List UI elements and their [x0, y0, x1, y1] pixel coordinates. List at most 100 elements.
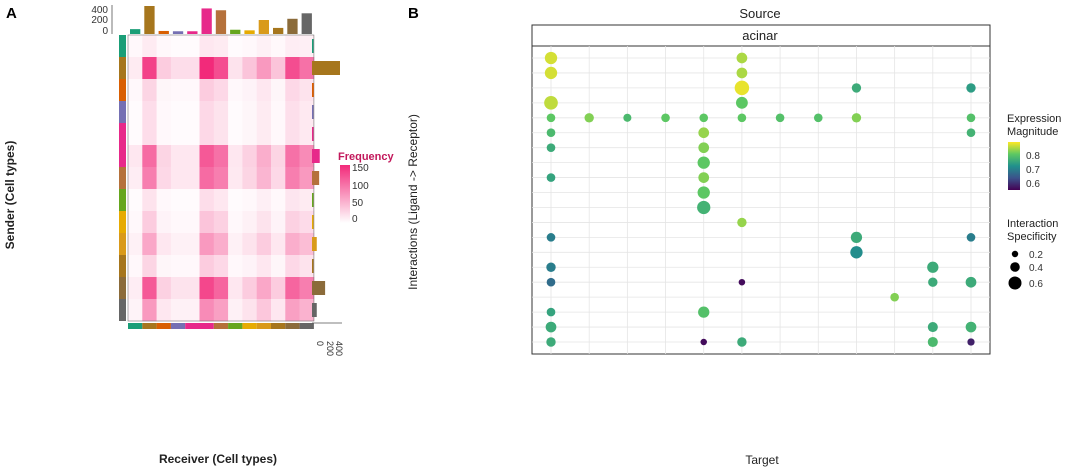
heatmap-cell — [128, 277, 143, 300]
heatmap-cell — [285, 101, 300, 124]
heatmap-cell — [156, 101, 172, 124]
heatmap-cell — [156, 255, 172, 278]
receiver-total-bar — [258, 20, 269, 34]
heatmap-cell — [285, 57, 300, 80]
interaction-dot — [546, 113, 556, 123]
heatmap-cell — [213, 211, 229, 234]
heatmap-cell — [128, 233, 143, 256]
interaction-dot — [546, 128, 556, 138]
interaction-dot — [967, 338, 975, 346]
heatmap-cell — [285, 167, 300, 190]
heatmap-cell — [228, 123, 243, 146]
sender-total-bar — [312, 61, 340, 75]
receiver-total-bar — [172, 31, 184, 34]
heatmap-cell — [170, 35, 186, 58]
heatmap-cell — [170, 255, 186, 278]
panel-a-label: A — [6, 5, 17, 22]
interaction-dot — [546, 337, 556, 347]
interaction-dot — [736, 67, 748, 79]
receiver-color-strip — [299, 323, 314, 329]
sender-color-strip — [119, 123, 126, 145]
heatmap-cell — [299, 211, 315, 234]
interaction-dot — [698, 127, 710, 139]
heatmap-cell — [170, 277, 186, 300]
heatmap-cell — [185, 57, 200, 80]
heatmap-cell — [242, 255, 257, 278]
interaction-dot — [698, 172, 710, 183]
interaction-dot — [966, 128, 976, 138]
size-legend-tick: 0.2 — [1029, 250, 1043, 261]
sender-total-bar — [312, 259, 314, 273]
heatmap-cell — [299, 35, 315, 58]
receiver-color-strip — [285, 323, 300, 329]
heatmap-cell — [271, 101, 286, 124]
heatmap-cell — [156, 277, 172, 300]
heatmap-cell — [228, 277, 243, 300]
heatmap-ylabel: Sender (Cell types) — [3, 141, 17, 250]
receiver-total-bar — [187, 31, 198, 34]
heatmap-cell — [170, 123, 186, 146]
heatmap-cell — [142, 233, 157, 256]
sender-color-strip — [119, 167, 126, 189]
heatmap-cell — [185, 189, 200, 212]
interaction-dot — [850, 246, 863, 259]
heatmap-cell — [213, 167, 229, 190]
receiver-total-bar — [158, 30, 169, 34]
heatmap-cell — [128, 101, 143, 124]
heatmap-cell — [142, 79, 157, 102]
receiver-total-bar — [273, 27, 284, 34]
interaction-dot — [966, 113, 976, 123]
interaction-dot — [737, 337, 747, 347]
heatmap-cell — [142, 277, 157, 300]
heatmap-cell — [170, 167, 186, 190]
interaction-dot — [928, 277, 938, 287]
color-legend-title-line2: Magnitude — [1007, 126, 1058, 138]
heatmap-cell — [128, 123, 143, 146]
interaction-dot — [700, 338, 707, 346]
receiver-color-strip — [142, 323, 157, 329]
heatmap-cell — [228, 35, 243, 58]
heatmap-cell — [128, 299, 143, 322]
heatmap-cell — [299, 189, 315, 212]
size-legend-tick: 0.6 — [1029, 279, 1043, 290]
heatmap-cell — [256, 35, 272, 58]
sender-color-strip — [119, 57, 126, 79]
interaction-dot — [544, 51, 558, 65]
dotplot-ylabel: Interactions (Ligand -> Receptor) — [406, 114, 420, 290]
top-bar-tick: 400 — [91, 5, 108, 16]
heatmap-colorbar — [340, 165, 350, 223]
size-legend-dot-small — [1011, 250, 1019, 258]
heatmap-cell — [185, 35, 200, 58]
interaction-dot — [697, 200, 711, 215]
interaction-dot — [697, 156, 710, 169]
interaction-dot — [546, 143, 556, 153]
heatmap-cell — [256, 145, 272, 168]
heatmap-cell — [299, 233, 315, 256]
heatmap-cell — [213, 277, 229, 300]
heatmap-cell — [156, 35, 172, 58]
heatmap-legend-tick: 0 — [352, 214, 358, 225]
heatmap-cell — [142, 145, 157, 168]
interaction-dot — [927, 261, 939, 273]
side-bar-tick: 400 — [334, 341, 344, 356]
heatmap-cell — [128, 211, 143, 234]
heatmap-cell — [170, 189, 186, 212]
heatmap-cell — [128, 145, 143, 168]
sender-total-bar — [312, 105, 314, 119]
heatmap-cell — [228, 211, 243, 234]
dotplot-layer — [531, 45, 991, 355]
heatmap-cell — [185, 211, 200, 234]
heatmap-cell — [271, 35, 286, 58]
heatmap-cell — [142, 123, 157, 146]
receiver-color-strip — [156, 323, 171, 329]
heatmap-cell — [228, 255, 243, 278]
heatmap-cell — [256, 299, 272, 322]
heatmap-cell — [228, 145, 243, 168]
heatmap-cell — [185, 167, 200, 190]
heatmap-cell — [285, 189, 300, 212]
heatmap-cell — [170, 299, 186, 322]
interaction-dot — [584, 113, 594, 123]
receiver-color-strip — [213, 323, 229, 329]
heatmap-legend-tick: 150 — [352, 163, 369, 174]
interaction-dot — [965, 276, 977, 288]
